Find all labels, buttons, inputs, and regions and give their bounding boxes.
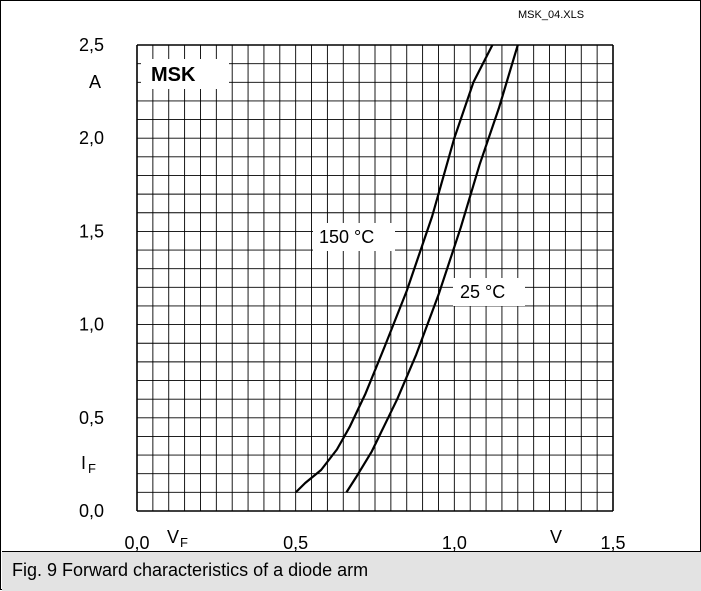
x-tick-label: 1,0 xyxy=(442,533,467,551)
curves xyxy=(294,44,519,494)
series-label: 150 °C xyxy=(319,227,374,247)
series-label-background xyxy=(453,278,525,306)
file-name-label: MSK_04.XLS xyxy=(518,9,585,21)
y-axis-symbol-subscript: F xyxy=(88,461,96,476)
x-axis-symbol-subscript: F xyxy=(180,535,188,550)
y-axis-unit: A xyxy=(89,72,101,92)
x-tick-label: 1,5 xyxy=(600,533,625,551)
series-label: 25 °C xyxy=(460,282,505,302)
y-tick-label: 1,5 xyxy=(79,221,104,241)
series-line xyxy=(294,44,494,494)
chart-svg: 0,00,51,01,52,02,5AI F0,0 0,5 1,0 1,5V F VMSK1… xyxy=(79,35,626,551)
x-axis-symbol: V xyxy=(167,527,179,547)
y-axis-symbol: I xyxy=(81,453,86,473)
x-axis-unit: V xyxy=(550,527,562,547)
y-tick-label: 0,5 xyxy=(79,408,104,428)
y-tick-label: 1,0 xyxy=(79,315,104,335)
figure-caption: Fig. 9 Forward characteristics of a diod… xyxy=(12,560,369,580)
y-tick-label: 0,0 xyxy=(79,501,104,521)
badge-background xyxy=(141,59,229,89)
series-label-background xyxy=(313,223,395,251)
grid xyxy=(136,44,614,512)
series-line xyxy=(345,44,519,493)
x-tick-label: 0,0 xyxy=(124,533,149,551)
y-tick-label: 2,0 xyxy=(79,128,104,148)
chart-badge: MSK xyxy=(151,64,196,86)
caption-bar: Fig. 9 Forward characteristics of a diod… xyxy=(2,551,701,591)
labels: 0,00,51,01,52,02,5AI F0,0 0,5 1,0 1,5V F VMSK1… xyxy=(79,35,626,551)
x-tick-label: 0,5 xyxy=(283,533,308,551)
y-tick-label: 2,5 xyxy=(79,35,104,55)
